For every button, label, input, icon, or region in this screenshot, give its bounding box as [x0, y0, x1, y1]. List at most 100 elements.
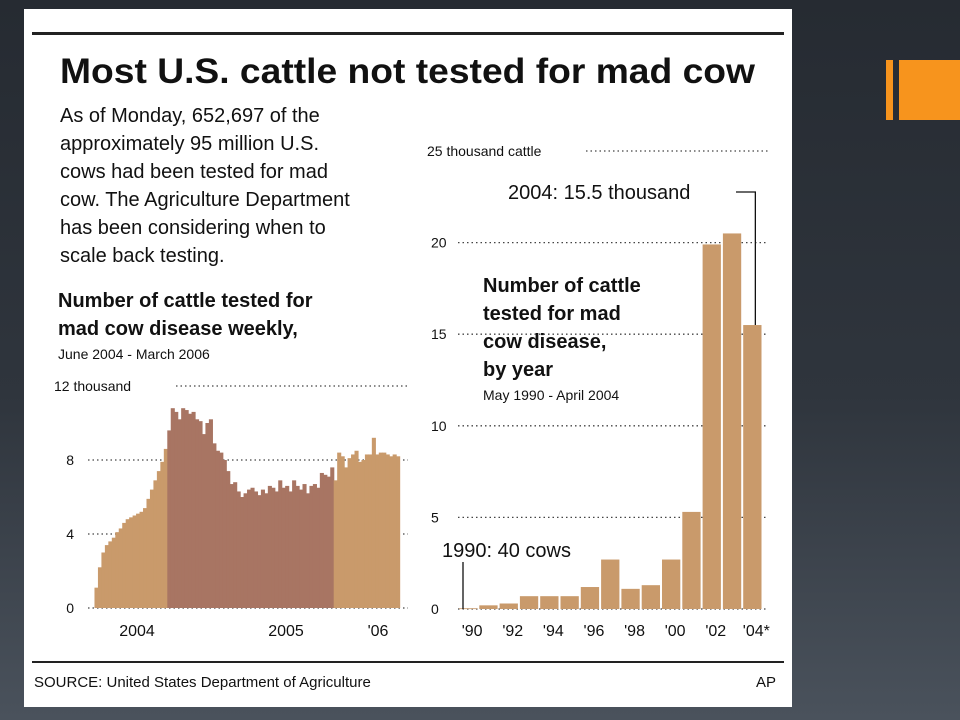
- weekly-bar: [330, 467, 335, 608]
- weekly-bar: [160, 461, 165, 608]
- weekly-bar: [243, 493, 248, 608]
- slide-accent-bar: [886, 60, 893, 120]
- weekly-bar: [250, 487, 255, 608]
- weekly-bar: [288, 491, 293, 608]
- weekly-bar: [281, 487, 286, 608]
- weekly-bar: [215, 450, 220, 608]
- annotation-1990-label: 1990: 40 cows: [442, 540, 571, 562]
- weekly-bar: [118, 528, 123, 608]
- weekly-x-tick-label: 2004: [119, 623, 155, 640]
- slide-accent-block: [899, 60, 960, 120]
- weekly-chart: 0 4 8 12 thousand 2004 2005 '06: [54, 378, 408, 640]
- weekly-bar: [226, 471, 231, 608]
- credit-ap: AP: [756, 674, 776, 691]
- intro-line: has been considering when to: [60, 217, 326, 239]
- weekly-bar: [198, 421, 203, 608]
- weekly-bar: [316, 487, 321, 608]
- source-note: SOURCE: United States Department of Agri…: [34, 674, 371, 691]
- weekly-bar: [368, 454, 373, 608]
- yearly-y-tick-label: 15: [431, 326, 447, 342]
- weekly-bar: [392, 454, 397, 608]
- yearly-x-tick-label: '04*: [743, 623, 770, 640]
- weekly-chart-subtitle: June 2004 - March 2006: [58, 346, 210, 362]
- yearly-x-tick-label: '00: [665, 623, 686, 640]
- intro-line: scale back testing.: [60, 245, 225, 267]
- weekly-bar: [122, 522, 127, 608]
- weekly-bar: [191, 411, 196, 608]
- yearly-bar: [621, 588, 640, 609]
- weekly-bar: [212, 443, 217, 608]
- weekly-bar: [271, 487, 276, 608]
- weekly-bar: [309, 485, 314, 608]
- weekly-bar: [143, 508, 148, 608]
- yearly-bar: [662, 559, 681, 609]
- weekly-bar: [260, 489, 265, 608]
- weekly-bar: [382, 452, 387, 608]
- weekly-bar: [184, 410, 189, 608]
- weekly-bar: [104, 545, 109, 608]
- headline: Most U.S. cattle not tested for mad cow: [60, 52, 756, 91]
- weekly-bar: [326, 476, 331, 608]
- weekly-bar: [267, 485, 272, 608]
- weekly-y-tick-label: 4: [66, 526, 74, 542]
- weekly-bar: [229, 484, 234, 608]
- intro-line: cows had been tested for mad: [60, 161, 328, 183]
- yearly-bar: [499, 603, 518, 609]
- weekly-bar: [361, 460, 366, 608]
- yearly-bar: [702, 244, 721, 609]
- intro-line: cow. The Agriculture Department: [60, 189, 350, 211]
- weekly-bar: [219, 452, 224, 608]
- yearly-x-tick-label: '96: [584, 623, 605, 640]
- yearly-y-tick-label: 20: [431, 235, 447, 251]
- weekly-y-tick-label: 8: [66, 452, 74, 468]
- weekly-bar: [389, 456, 394, 608]
- yearly-x-tick-label: '02: [705, 623, 726, 640]
- weekly-bar: [378, 452, 383, 608]
- weekly-bar: [305, 493, 311, 608]
- weekly-bar: [257, 495, 262, 608]
- weekly-bar: [132, 515, 137, 608]
- yearly-bar: [519, 596, 539, 609]
- weekly-x-tick-label: 2005: [268, 623, 304, 640]
- weekly-bar: [222, 460, 227, 608]
- yearly-bar: [743, 325, 762, 609]
- yearly-bar: [479, 605, 498, 609]
- weekly-bar: [233, 482, 238, 608]
- weekly-bar: [188, 413, 193, 608]
- weekly-bar: [170, 408, 175, 608]
- weekly-bar: [285, 485, 290, 608]
- weekly-bar: [340, 456, 345, 608]
- yearly-chart-title-line: cow disease,: [483, 331, 606, 353]
- yearly-y-tick-label: 0: [431, 601, 439, 617]
- weekly-bar: [97, 567, 103, 608]
- weekly-bar: [371, 437, 376, 608]
- weekly-bar: [357, 461, 363, 608]
- weekly-bar: [129, 517, 134, 608]
- weekly-bar: [240, 497, 245, 608]
- yearly-bar: [560, 596, 579, 609]
- weekly-bar: [195, 419, 200, 608]
- weekly-y-tick-label: 12 thousand: [54, 378, 131, 394]
- intro-line: As of Monday, 652,697 of the: [60, 105, 320, 127]
- yearly-chart-title-line: Number of cattle: [483, 275, 641, 297]
- weekly-bar: [236, 491, 241, 608]
- yearly-chart-title-line: by year: [483, 359, 553, 381]
- weekly-x-tick-label: '06: [368, 623, 389, 640]
- weekly-bar: [136, 513, 141, 608]
- weekly-bar: [274, 491, 279, 608]
- annotation-2004-leader: [736, 191, 756, 326]
- weekly-bar: [253, 491, 259, 608]
- yearly-bar: [641, 585, 660, 609]
- weekly-bar: [354, 450, 359, 608]
- weekly-bar: [181, 408, 186, 608]
- weekly-bar: [344, 467, 349, 608]
- weekly-bar: [125, 519, 130, 608]
- yearly-bar: [580, 587, 600, 609]
- yearly-x-tick-label: '92: [502, 623, 523, 640]
- weekly-bar: [139, 511, 144, 608]
- weekly-bar: [208, 419, 213, 608]
- weekly-bar: [146, 498, 151, 608]
- weekly-bar: [312, 484, 317, 608]
- weekly-bar: [94, 587, 99, 608]
- yearly-bar: [459, 608, 478, 610]
